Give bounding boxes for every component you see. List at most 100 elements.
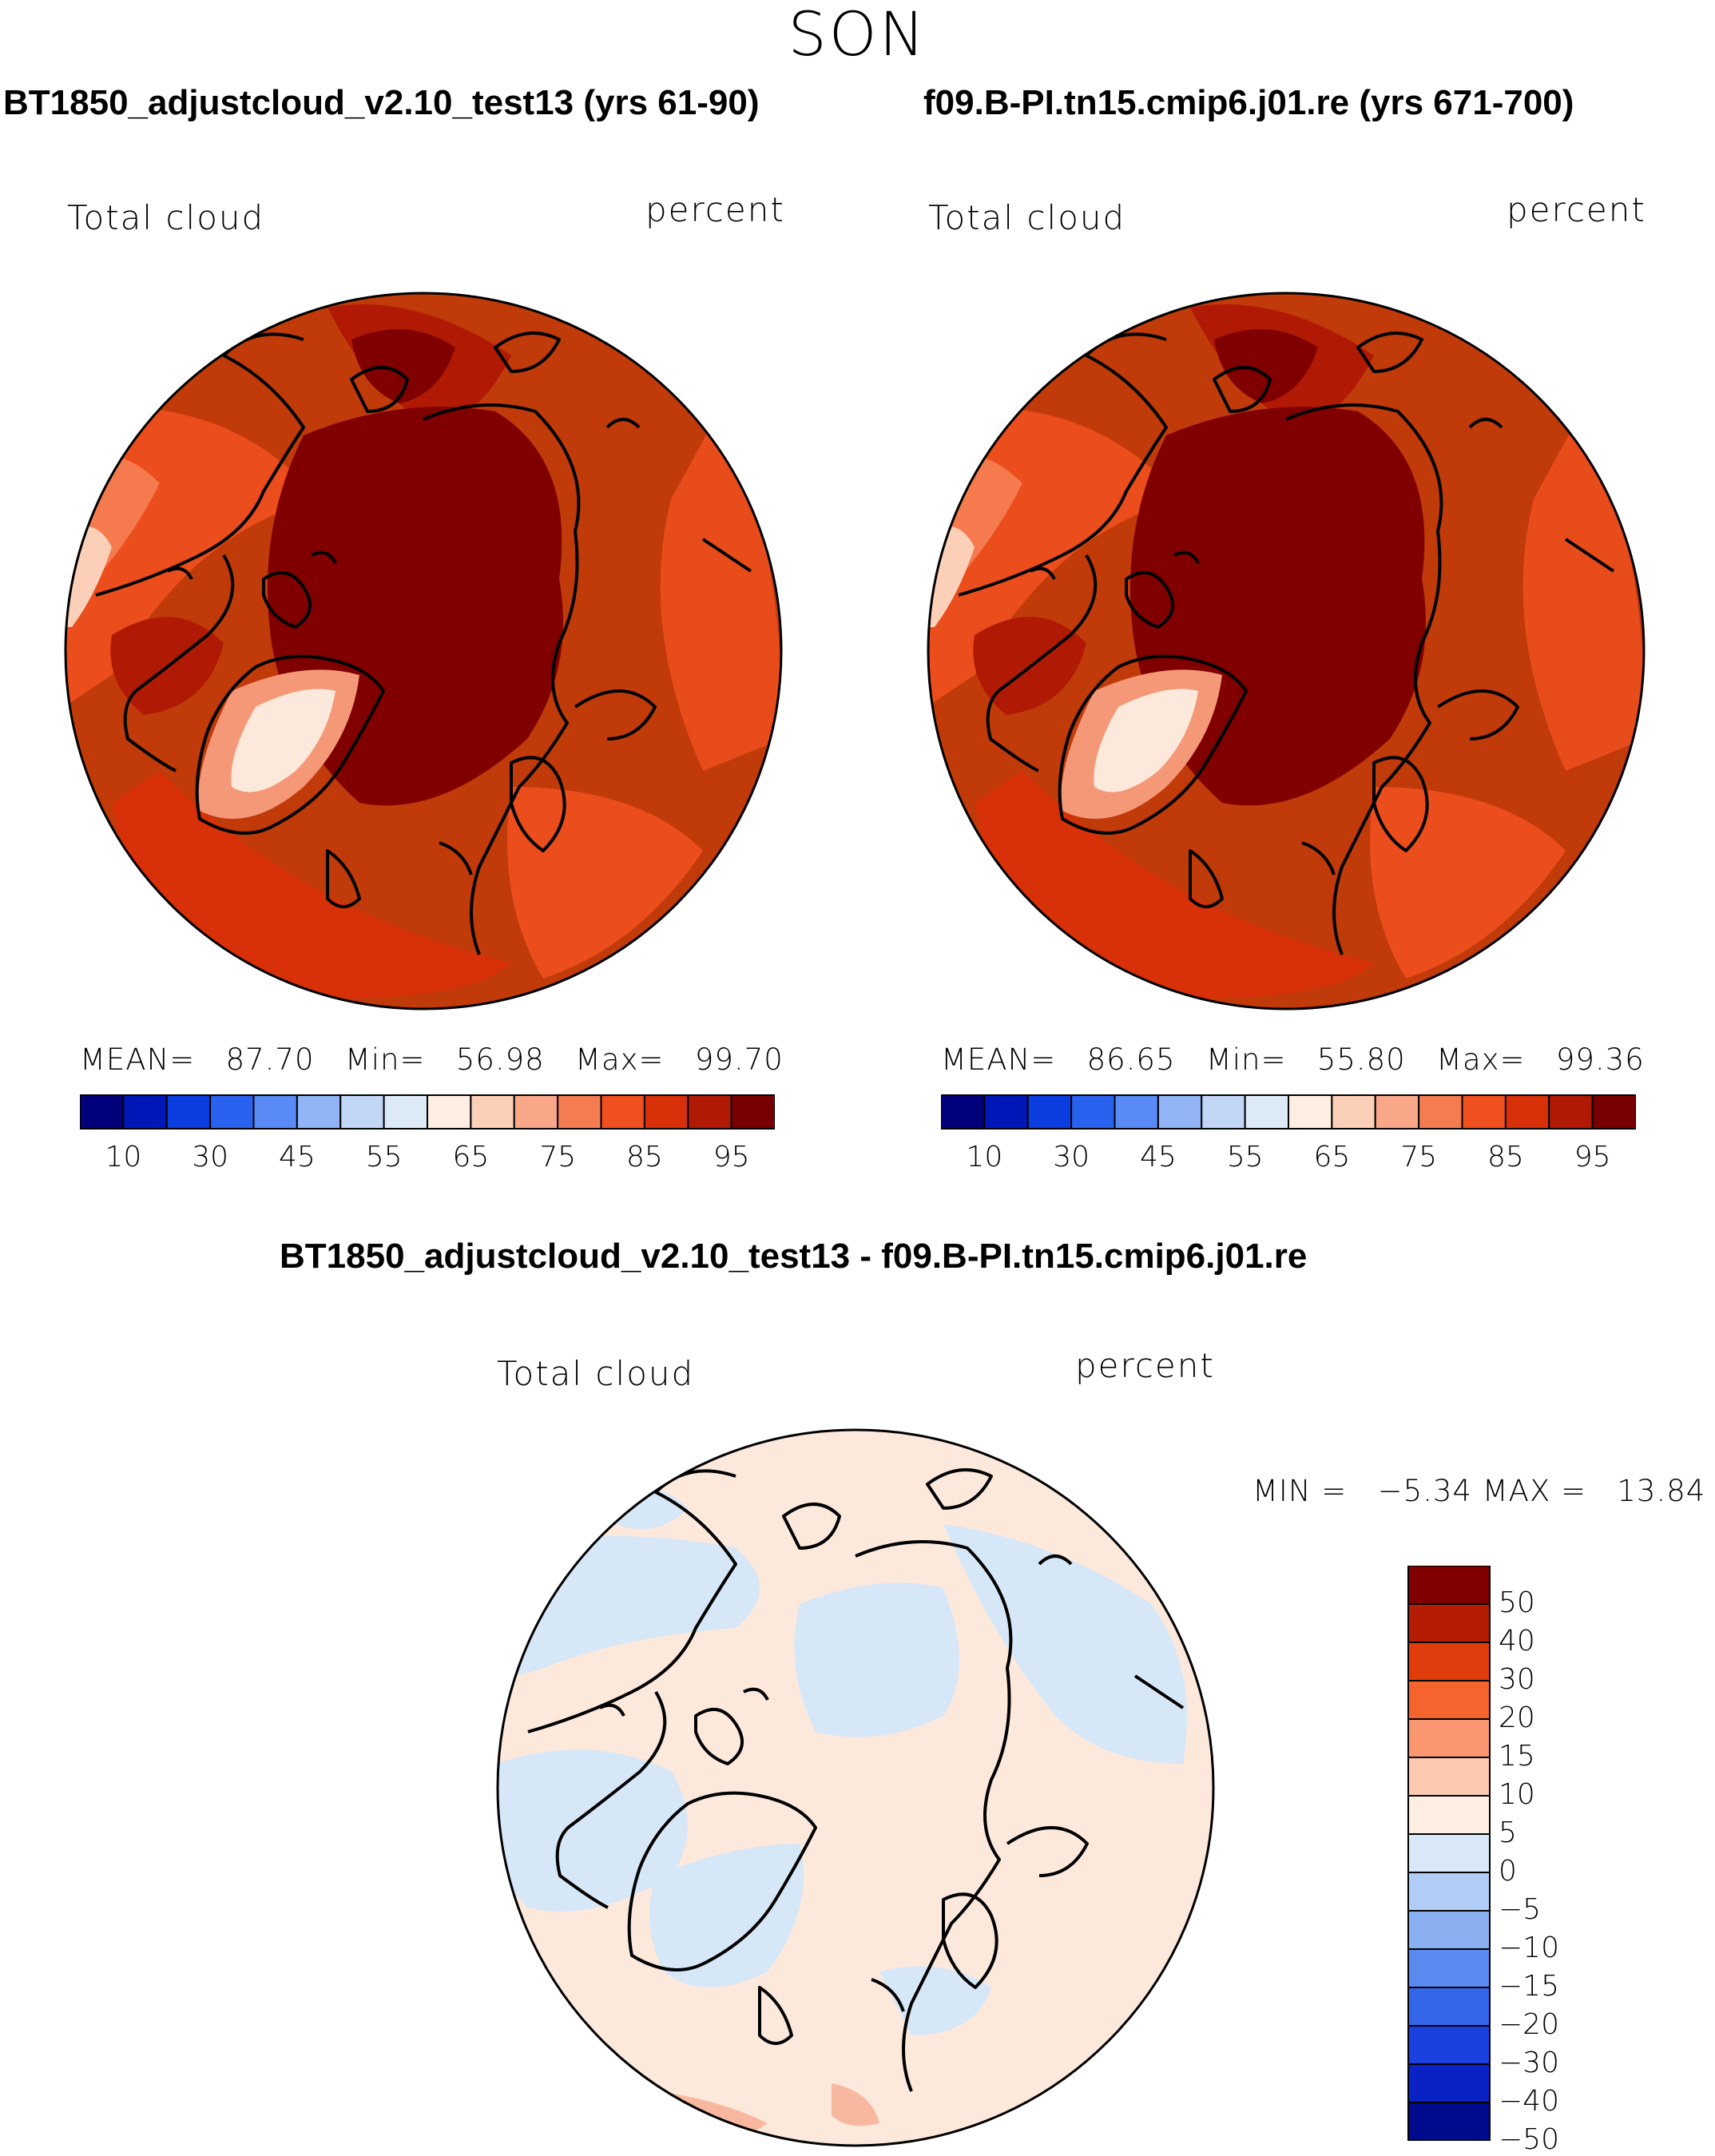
panel2-colorbar-tick: 75 [1400, 1141, 1438, 1173]
panel2-colorbar-swatch [1331, 1094, 1376, 1130]
diff-colorbar-swatch [1407, 1566, 1491, 1605]
panel1-colorbar [80, 1094, 775, 1130]
panel2-colorbar-swatch [1114, 1094, 1159, 1130]
diff-colorbar-tick: −50 [1499, 2123, 1559, 2156]
panel2-mean-value: 86.65 [1086, 1042, 1176, 1077]
panel2-colorbar-tick: 95 [1574, 1141, 1611, 1173]
diff-colorbar [1407, 1566, 1491, 2141]
diff-colorbar-tick: −15 [1499, 1970, 1559, 2003]
panel2-colorbar-ticks: 10 30 45 55 65 75 85 95 [941, 1141, 1636, 1176]
panel1-max-value: 99.70 [694, 1042, 784, 1077]
diff-stats: MIN = −5.34 MAX = 13.84 [1253, 1474, 1705, 1508]
panel2-title: f09.B-PI.tn15.cmip6.j01.re (yrs 671-700) [923, 83, 1574, 122]
panel2-max-label: Max= [1436, 1042, 1526, 1077]
panel1-mean-value: 87.70 [225, 1042, 315, 1077]
panel2-colorbar-swatch [941, 1094, 986, 1130]
diff-colorbar-swatch [1407, 1948, 1491, 1988]
panel1-min-value: 56.98 [455, 1042, 545, 1077]
panel1-colorbar-tick: 95 [713, 1141, 750, 1173]
diff-colorbar-swatch [1407, 2063, 1491, 2103]
diff-colorbar-tick: −20 [1499, 2008, 1559, 2041]
diff-neg-greenland [649, 1844, 804, 1987]
diff-colorbar-swatch [1407, 2102, 1491, 2141]
panel1-colorbar-swatch [427, 1094, 472, 1130]
panel1-min-label: Min= [344, 1042, 426, 1077]
diff-neg-arctic [794, 1582, 959, 1737]
panel1-polar-map [64, 292, 783, 1011]
panel1-title: BT1850_adjustcloud_v2.10_test13 (yrs 61-… [3, 83, 760, 122]
panel1-greenland-core [231, 689, 335, 792]
panel2-colorbar-swatch [1070, 1094, 1116, 1130]
panel2-colorbar-swatch [1418, 1094, 1463, 1130]
panel2-greenland-core [1094, 689, 1198, 792]
panel2-coastlines [958, 332, 1615, 955]
panel1-stats: MEAN= 87.70 Min= 56.98 Max= 99.70 [80, 1042, 784, 1077]
panel1-arctic-lobe [351, 329, 455, 403]
panel1-colorbar-tick: 10 [105, 1141, 142, 1173]
diff-colorbar-tick: 40 [1499, 1625, 1535, 1658]
panel1-colorbar-tick: 45 [278, 1141, 316, 1173]
panel2-arctic-lobe [1214, 329, 1318, 403]
diff-colorbar-tick: 5 [1499, 1817, 1517, 1849]
panel1-colorbar-swatch [209, 1094, 255, 1130]
diff-colorbar-tick: 50 [1499, 1586, 1535, 1619]
diff-title: BT1850_adjustcloud_v2.10_test13 - f09.B-… [280, 1237, 1308, 1276]
diff-colorbar-swatch [1407, 1833, 1491, 1873]
panel2-max-value: 99.36 [1555, 1042, 1645, 1077]
panel1-colorbar-swatch [165, 1094, 212, 1130]
panel2-colorbar-swatch [1461, 1094, 1507, 1130]
diff-colorbar-tick: −40 [1499, 2085, 1559, 2118]
panel1-colorbar-swatch [557, 1094, 602, 1130]
panel2-polar-map [927, 292, 1646, 1011]
panel2-colorbar-tick: 10 [966, 1141, 1003, 1173]
panel1-colorbar-swatch [296, 1094, 342, 1130]
diff-colorbar-tick: 30 [1499, 1663, 1535, 1696]
panel1-colorbar-swatch [513, 1094, 559, 1130]
panel2-colorbar-tick: 30 [1053, 1141, 1090, 1173]
diff-colorbar-swatch [1407, 1680, 1491, 1720]
diff-colorbar-tick: 20 [1499, 1701, 1535, 1734]
diff-min-label: MIN = [1253, 1474, 1348, 1508]
panel1-colorbar-ticks: 10 30 45 55 65 75 85 95 [80, 1141, 775, 1176]
panel2-colorbar-swatch [1157, 1094, 1203, 1130]
panel2-colorbar-swatch [1288, 1094, 1333, 1130]
diff-colorbar-swatch [1407, 1718, 1491, 1758]
panel2-colorbar [941, 1094, 1636, 1130]
diff-colorbar-swatch [1407, 1795, 1491, 1835]
panel2-colorbar-tick: 45 [1139, 1141, 1177, 1173]
diff-field-label: Total cloud [497, 1354, 695, 1393]
panel1-colorbar-swatch [122, 1094, 168, 1130]
season-title: SON [788, 0, 927, 69]
diff-pos-s [832, 2083, 879, 2126]
diff-coastlines [527, 1468, 1185, 2092]
panel2-stats: MEAN= 86.65 Min= 55.80 Max= 99.36 [941, 1042, 1645, 1077]
panel1-colorbar-swatch [687, 1094, 732, 1130]
panel2-min-value: 55.80 [1316, 1042, 1406, 1077]
panel2-colorbar-swatch [1244, 1094, 1289, 1130]
panel2-mean-label: MEAN= [941, 1042, 1057, 1077]
panel2-units-label: percent [1507, 190, 1646, 229]
panel2-colorbar-swatch [983, 1094, 1029, 1130]
panel2-colorbar-swatch [1548, 1094, 1594, 1130]
panel2-colorbar-tick: 85 [1487, 1141, 1524, 1173]
panel1-colorbar-tick: 65 [452, 1141, 490, 1173]
diff-colorbar-swatch [1407, 1757, 1491, 1797]
diff-colorbar-tick: 10 [1499, 1778, 1535, 1811]
panel1-colorbar-tick: 75 [539, 1141, 577, 1173]
panel2-colorbar-swatch [1591, 1094, 1636, 1130]
panel1-colorbar-swatch [339, 1094, 385, 1130]
panel1-max-label: Max= [575, 1042, 665, 1077]
diff-colorbar-swatch [1407, 1910, 1491, 1950]
panel2-colorbar-tick: 55 [1226, 1141, 1264, 1173]
panel2-min-label: Min= [1205, 1042, 1287, 1077]
panel1-colorbar-swatch [80, 1094, 125, 1130]
panel1-colorbar-tick: 55 [365, 1141, 403, 1173]
panel2-colorbar-swatch [1504, 1094, 1550, 1130]
diff-colorbar-tick: −30 [1499, 2047, 1559, 2079]
diff-colorbar-tick: 15 [1499, 1740, 1535, 1773]
diff-colorbar-ticks: 50 40 30 20 15 10 5 0 −5 −10 −15 −20 −30 −40 −50 [1499, 1566, 1610, 2156]
diff-units-label: percent [1075, 1346, 1215, 1385]
diff-max-label: MAX = [1482, 1474, 1587, 1508]
panel1-colorbar-swatch [383, 1094, 428, 1130]
panel2-colorbar-swatch [1201, 1094, 1246, 1130]
